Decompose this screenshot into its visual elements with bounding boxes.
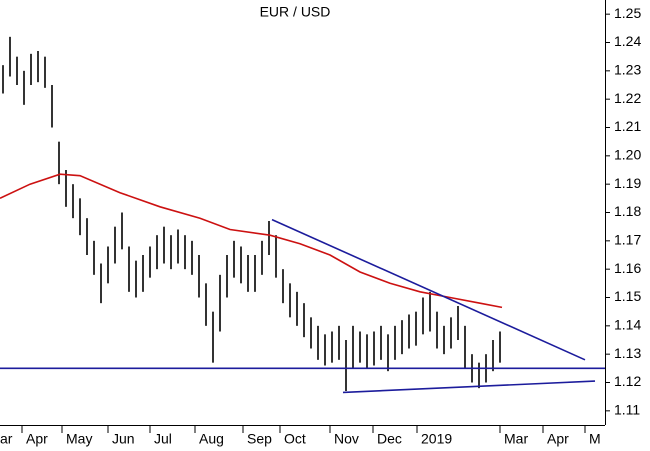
x-tick-label: Mar bbox=[504, 431, 528, 447]
x-tick-label: Jun bbox=[112, 431, 135, 447]
y-tick-label: 1.13 bbox=[614, 345, 641, 361]
overlay-line bbox=[342, 380, 596, 394]
y-tick-label: 1.17 bbox=[614, 232, 641, 248]
chart-title: EUR / USD bbox=[260, 4, 331, 20]
y-tick-label: 1.12 bbox=[614, 373, 641, 389]
overlay-line bbox=[271, 218, 586, 361]
y-tick-label: 1.23 bbox=[614, 62, 641, 78]
y-tick-label: 1.24 bbox=[614, 33, 641, 49]
x-tick-label: Apr bbox=[547, 431, 569, 447]
y-tick-label: 1.22 bbox=[614, 90, 641, 106]
x-tick-label: May bbox=[66, 431, 92, 447]
x-tick-label: Nov bbox=[334, 431, 359, 447]
y-tick-label: 1.20 bbox=[614, 147, 641, 163]
y-tick-label: 1.25 bbox=[614, 5, 641, 21]
x-tick-label: Oct bbox=[284, 431, 306, 447]
x-tick-label: Apr bbox=[26, 431, 48, 447]
x-tick-label: Sep bbox=[247, 431, 272, 447]
y-tick-label: 1.18 bbox=[614, 203, 641, 219]
x-tick-label: 2019 bbox=[421, 431, 452, 447]
x-tick-label: M bbox=[589, 431, 601, 447]
x-tick-label: Dec bbox=[377, 431, 402, 447]
y-tick-label: 1.21 bbox=[614, 118, 641, 134]
overlay-line bbox=[0, 173, 503, 309]
x-tick-label: ar bbox=[0, 431, 13, 447]
y-tick-label: 1.11 bbox=[614, 402, 640, 418]
y-tick-label: 1.19 bbox=[614, 175, 641, 191]
y-tick-label: 1.14 bbox=[614, 317, 641, 333]
x-tick-label: Aug bbox=[199, 431, 224, 447]
y-tick-label: 1.15 bbox=[614, 288, 641, 304]
x-tick-label: Jul bbox=[154, 431, 172, 447]
y-tick-label: 1.16 bbox=[614, 260, 641, 276]
